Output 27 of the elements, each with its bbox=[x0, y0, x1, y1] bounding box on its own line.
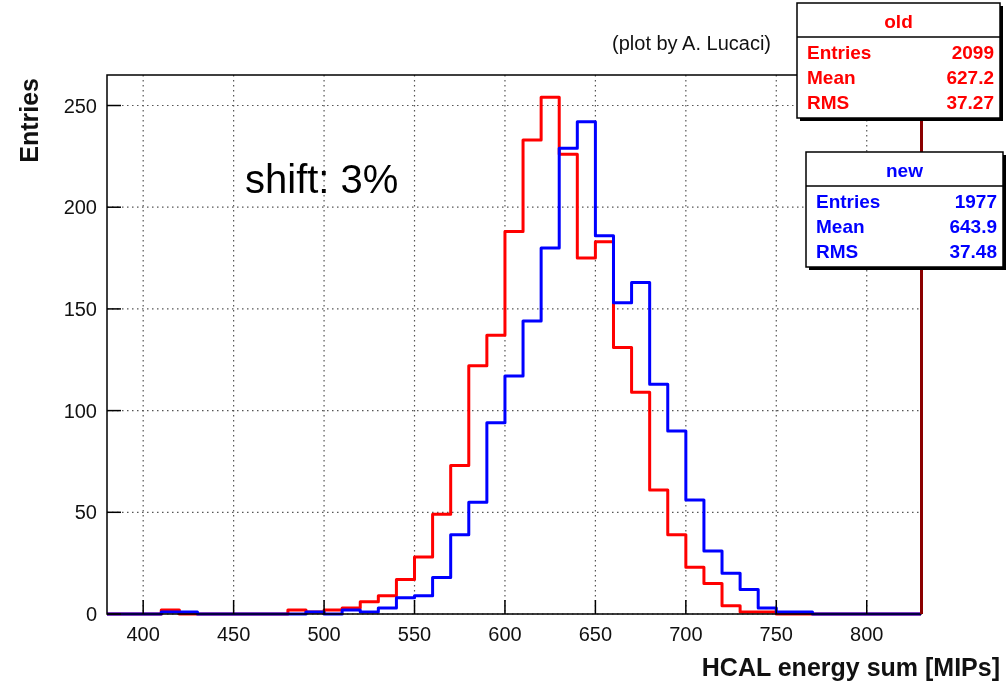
y-tick-label: 50 bbox=[74, 501, 97, 524]
x-tick-label: 450 bbox=[216, 623, 251, 645]
text: RMS 37.27 bbox=[807, 92, 994, 113]
text: RMS 37.48 bbox=[816, 241, 997, 262]
x-tick-label: 600 bbox=[488, 623, 522, 645]
text: Mean 643.9 bbox=[816, 216, 997, 237]
x-tick-label: 750 bbox=[759, 623, 793, 645]
annotation: shift: 3% bbox=[245, 157, 399, 201]
text: Entries 2099 bbox=[807, 42, 994, 63]
text: (plot by A. Lucaci) bbox=[612, 32, 771, 54]
text: old bbox=[884, 11, 913, 32]
x-tick-label: 700 bbox=[669, 623, 703, 645]
text: Entries 1977 bbox=[816, 191, 997, 212]
x-tick-label: 650 bbox=[578, 623, 613, 645]
x-tick-label: 500 bbox=[307, 623, 341, 645]
text: Mean 627.2 bbox=[807, 67, 994, 88]
y-tick-label: 250 bbox=[63, 94, 97, 117]
y-axis-title: Entries bbox=[15, 78, 43, 163]
x-axis-title: HCAL energy sum [MIPs] bbox=[701, 653, 1000, 681]
y-tick-label: 0 bbox=[85, 603, 97, 625]
text: new bbox=[886, 160, 924, 181]
x-tick-label: 800 bbox=[850, 623, 884, 645]
y-tick-label: 200 bbox=[63, 196, 97, 219]
y-tick-label: 100 bbox=[63, 399, 97, 422]
x-tick-label: 400 bbox=[126, 623, 160, 645]
y-tick-label: 150 bbox=[63, 297, 97, 320]
x-tick-label: 550 bbox=[397, 623, 432, 645]
